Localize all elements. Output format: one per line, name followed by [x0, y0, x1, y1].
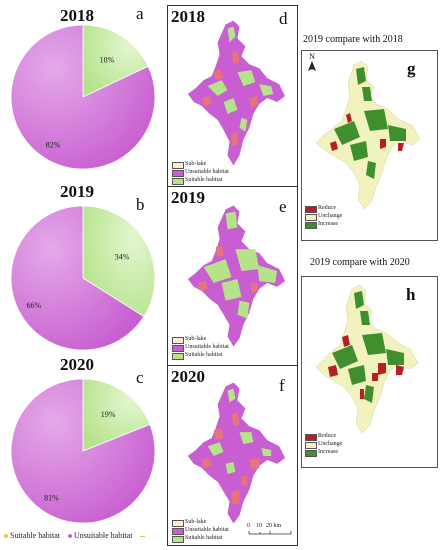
lake-shape	[315, 60, 421, 210]
legend-label-sublake: Sub-lake	[185, 519, 207, 525]
map-panel-e: 2019 e Sub-lake Unsuitable habitat Suita…	[167, 186, 298, 366]
legend-extra-dash	[140, 535, 146, 537]
legend-unsuitable-dot	[68, 534, 72, 539]
map-f-letter: f	[279, 376, 285, 395]
pie-slice-suitable-habitat	[82, 378, 151, 452]
map-e-letter: e	[279, 197, 287, 216]
legend-swatch-unsuitable	[172, 345, 184, 352]
legend-suitable-dot	[4, 534, 8, 539]
pie-chart-b: 34% 66%	[10, 205, 156, 351]
lake-map-f	[187, 382, 286, 524]
pie-label-unsuitable-habitat: 66%	[26, 301, 41, 310]
lake-increase-patches	[334, 67, 406, 179]
lake-shape	[187, 205, 286, 347]
legend-label-sublake: Sub-lake	[185, 161, 207, 167]
lake-pink-patches	[201, 412, 260, 504]
pie-slice-suitable-habitat	[82, 205, 156, 318]
map-e-year: 2019	[171, 188, 205, 207]
scale-label-0: 0	[247, 523, 250, 529]
legend-swatch-unchange	[305, 214, 317, 221]
legend-swatch-sublake	[172, 337, 184, 344]
legend-label-suitable: Suitable habitat	[185, 352, 223, 358]
pie-legend: Suitable habitat Unsuitable habitat	[4, 531, 146, 540]
map-d-year: 2018	[171, 7, 205, 26]
pie-slice-unsuitable-habitat	[10, 378, 156, 524]
pie-label-unsuitable-habitat: 82%	[46, 140, 61, 149]
legend-swatch-suitable	[172, 178, 184, 185]
compare-h-title: 2019 compare with 2020	[310, 257, 410, 268]
legend-suitable-label: Suitable habitat	[10, 531, 60, 540]
map-panel-h: h Reduce Unchange Increase	[301, 276, 438, 468]
north-arrow: N	[305, 53, 319, 73]
lake-map-e	[187, 205, 286, 347]
legend-label-unsuitable: Unsuitable habitat	[185, 344, 229, 350]
legend-label-unsuitable: Unsuitable habitat	[185, 169, 229, 175]
compare-g-title: 2019 compare with 2018	[303, 34, 403, 45]
lake-shape	[187, 20, 286, 166]
legend-label-increase: Increase	[318, 221, 338, 227]
legend-label-suitable: Suitable habitat	[185, 177, 223, 183]
legend-swatch-unsuitable	[172, 170, 184, 177]
lake-increase-patches	[332, 291, 404, 403]
legend-label-suitable: Suitable habitat	[185, 535, 223, 541]
lake-shape	[187, 382, 286, 524]
pie-a-letter: a	[136, 4, 144, 23]
pie-label-suitable-habitat: 19%	[101, 410, 116, 419]
pie-label-suitable-habitat: 34%	[115, 252, 130, 261]
legend-swatch-increase	[305, 222, 317, 229]
legend-swatch-unsuitable	[172, 528, 184, 535]
legend-label-increase: Increase	[318, 449, 338, 455]
legend-swatch-increase	[305, 450, 317, 457]
pie-b-letter: b	[136, 195, 145, 214]
lake-suitable-patches	[207, 26, 274, 132]
legend-unsuitable-label: Unsuitable habitat	[74, 531, 133, 540]
map-f-year: 2020	[171, 367, 205, 386]
lake-shape	[315, 284, 419, 434]
legend-label-unchange: Unchange	[318, 213, 343, 219]
pie-c-year: 2020	[60, 355, 94, 374]
pie-chart-c: 19% 81%	[10, 378, 156, 524]
scale-label-20: 20 km	[266, 523, 282, 529]
legend-swatch-sublake	[172, 520, 184, 527]
pie-slice-unsuitable-habitat	[10, 205, 145, 351]
map-h-letter: h	[406, 285, 416, 304]
pie-a-year: 2018	[60, 6, 94, 25]
legend-label-sublake: Sub-lake	[185, 336, 207, 342]
legend-label-reduce: Reduce	[318, 433, 336, 439]
lake-suitable-patches	[203, 211, 278, 319]
lake-map-d	[187, 20, 286, 166]
pie-b-year: 2019	[60, 182, 94, 201]
legend-swatch-suitable	[172, 536, 184, 543]
scale-label-10: 10	[256, 523, 262, 529]
legend-label-unsuitable: Unsuitable habitat	[185, 527, 229, 533]
scale-bar	[248, 531, 292, 535]
pie-label-unsuitable-habitat: 81%	[44, 493, 59, 502]
lake-pink-patches	[201, 50, 258, 146]
lake-reduce-patches	[330, 113, 404, 151]
map-panel-d: 2018 d Sub-lake Unsuitable habitat Suita…	[167, 5, 298, 187]
pie-chart-a: 18% 82%	[10, 24, 156, 170]
pie-c-letter: c	[136, 368, 144, 387]
legend-swatch-unchange	[305, 442, 317, 449]
legend-swatch-reduce	[305, 434, 317, 441]
compare-map-h	[315, 284, 419, 434]
legend-swatch-reduce	[305, 206, 317, 213]
map-g-letter: g	[407, 59, 416, 78]
compare-map-g	[315, 60, 421, 210]
map-panel-f: 2020 f Sub-lake Unsuitable habitat Suita…	[167, 365, 298, 546]
legend-swatch-sublake	[172, 162, 184, 169]
map-d-letter: d	[279, 9, 288, 28]
pie-label-suitable-habitat: 18%	[100, 55, 115, 64]
north-arrow-icon	[308, 61, 316, 71]
pie-slice-suitable-habitat	[82, 24, 149, 98]
legend-label-reduce: Reduce	[318, 205, 336, 211]
map-panel-g: N g Reduce Unchange Increase	[301, 50, 438, 241]
lake-pink-patches	[197, 245, 258, 293]
legend-label-unchange: Unchange	[318, 441, 343, 447]
legend-swatch-suitable	[172, 353, 184, 360]
pie-slice-unsuitable-habitat	[10, 24, 156, 170]
north-label: N	[309, 52, 315, 61]
